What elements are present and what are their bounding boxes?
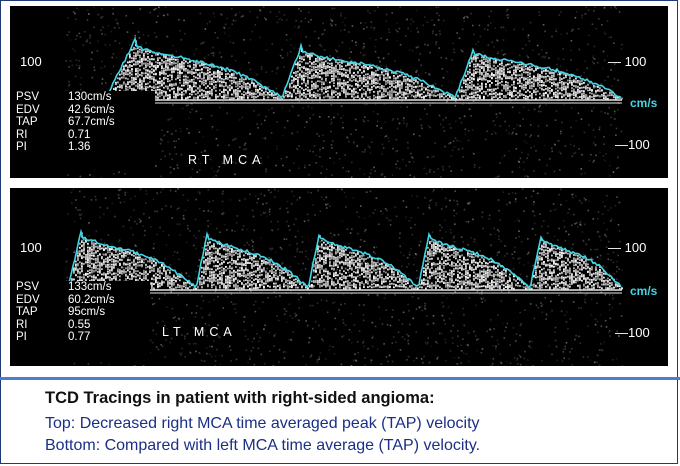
stat-key: TAP [16, 306, 38, 318]
stat-key: RI [16, 128, 28, 141]
stat-key: PSV [16, 281, 40, 293]
stat-value: 60.2cm/s [68, 293, 115, 306]
bottom-left-axis-100: 100 [20, 240, 42, 255]
top-stats-box: PSV 130cm/s EDV 42.6cm/s TAP 67.7cm/s RI 0.7… [10, 91, 155, 171]
stat-key: TAP [16, 116, 38, 128]
spectral-envelope-trace [64, 228, 622, 290]
bottom-right-axis-minus-100: —100 [615, 325, 650, 340]
caption-line-bottom: Bottom: Compared with left MCA time aver… [45, 437, 481, 454]
stat-value: 0.55 [68, 318, 91, 331]
stat-value: 1.36 [68, 141, 91, 153]
top-doppler-panel: 100 — 100 cm/s —100 PSV 130cm/s EDV 42.6cm… [10, 6, 668, 178]
top-right-axis-minus-100: —100 [615, 137, 650, 152]
stat-value: 67.7cm/s [68, 116, 115, 128]
top-right-axis-100: — 100 [608, 54, 647, 69]
caption-title: TCD Tracings in patient with right-sided… [45, 389, 435, 407]
stat-key: RI [16, 318, 28, 331]
spectral-envelope-trace [64, 36, 622, 100]
stat-value: 95cm/s [68, 306, 106, 318]
spectrum-signal [65, 232, 623, 290]
stat-value: 0.77 [68, 331, 91, 343]
stat-value: 130cm/s [68, 91, 112, 103]
stat-key: PSV [16, 91, 40, 103]
stat-key: EDV [16, 293, 40, 306]
bottom-stats-box: PSV 133cm/s EDV 60.2cm/s TAP 95cm/s RI 0.55 … [10, 281, 150, 361]
top-right-axis-unit: cm/s [630, 96, 658, 110]
caption-line-top: Top: Decreased right MCA time averaged p… [45, 415, 480, 432]
stat-value: 0.71 [68, 128, 91, 141]
stat-value: 42.6cm/s [68, 103, 115, 116]
spectrum-signal [65, 40, 623, 100]
bottom-doppler-panel: 100 — 100 cm/s —100 PSV 133cm/s EDV 60.2cm… [10, 188, 668, 366]
bottom-right-axis-100: — 100 [608, 240, 647, 255]
bottom-vessel-label: LT MCA [162, 325, 237, 339]
stat-key: PI [16, 141, 27, 153]
top-doppler-spectrum [64, 6, 623, 178]
top-left-axis-100: 100 [20, 54, 42, 69]
caption-divider [0, 377, 680, 380]
top-vessel-label: RT MCA [188, 153, 266, 167]
stat-value: 133cm/s [68, 281, 112, 293]
stat-key: EDV [16, 103, 40, 116]
stat-key: PI [16, 331, 27, 343]
bottom-right-axis-unit: cm/s [630, 284, 658, 298]
